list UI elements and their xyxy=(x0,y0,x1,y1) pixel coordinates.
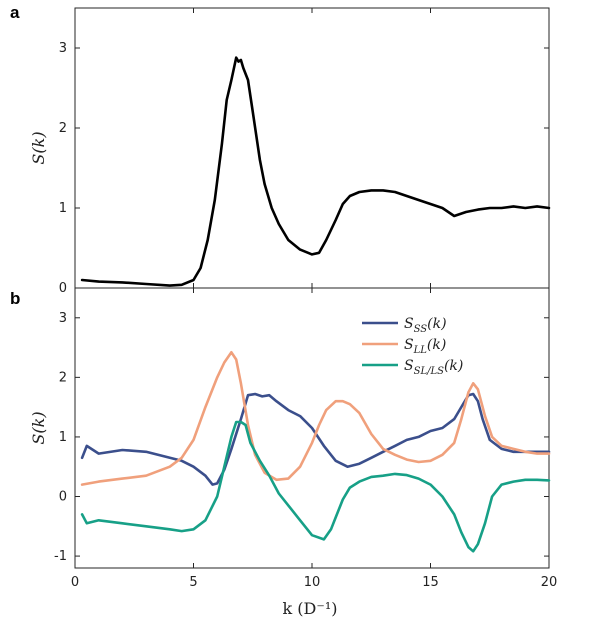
y-tick-label: 0 xyxy=(59,490,67,505)
x-tick-label: 15 xyxy=(422,575,439,590)
y-tick-label: 0 xyxy=(59,281,67,296)
panel-a-axes xyxy=(74,7,550,289)
x-axis-label: k (D⁻¹) xyxy=(283,599,338,618)
x-tick-label: 5 xyxy=(189,575,197,590)
panel-b-label: b xyxy=(10,289,20,308)
x-tick-label: 0 xyxy=(71,575,79,590)
y-tick-label: 2 xyxy=(59,121,67,136)
x-tick-label: 20 xyxy=(541,575,558,590)
series-line-b-0 xyxy=(80,392,551,486)
panel-b-lines xyxy=(80,351,551,553)
legend-label: SSS(k) xyxy=(404,316,447,335)
series-line-b-2 xyxy=(80,420,551,553)
y-tick-label: 3 xyxy=(59,41,67,56)
y-tick-label: 1 xyxy=(59,430,67,445)
panel-b-ticks: -1 0 1 2 3 0 5 10 15 20 xyxy=(54,288,557,590)
x-tick-label: 10 xyxy=(304,575,321,590)
panel-a-label: a xyxy=(10,3,20,22)
panel-a: a 0 1 2 3 S(k) xyxy=(10,3,551,296)
y-tick-label: -1 xyxy=(54,549,67,564)
series-line-a-0 xyxy=(80,56,551,287)
series-line-b-1 xyxy=(80,351,551,486)
panel-a-ylabel: S(k) xyxy=(29,131,48,164)
legend-label: SLL(k) xyxy=(404,337,446,356)
panel-a-ticks: 0 1 2 3 xyxy=(59,8,550,296)
y-tick-label: 2 xyxy=(59,370,67,385)
y-tick-label: 3 xyxy=(59,311,67,326)
y-tick-label: 1 xyxy=(59,201,67,216)
panel-b-legend: SSS(k) SLL(k) SSL/LS(k) xyxy=(362,316,463,377)
panel-b: b -1 0 1 2 3 0 5 10 15 20 S(k) SSS(k) SLL(k) SSL/LS… xyxy=(10,287,557,590)
panel-a-lines xyxy=(80,56,551,287)
panel-b-ylabel: S(k) xyxy=(29,411,48,444)
legend-label: SSL/LS(k) xyxy=(404,358,463,377)
